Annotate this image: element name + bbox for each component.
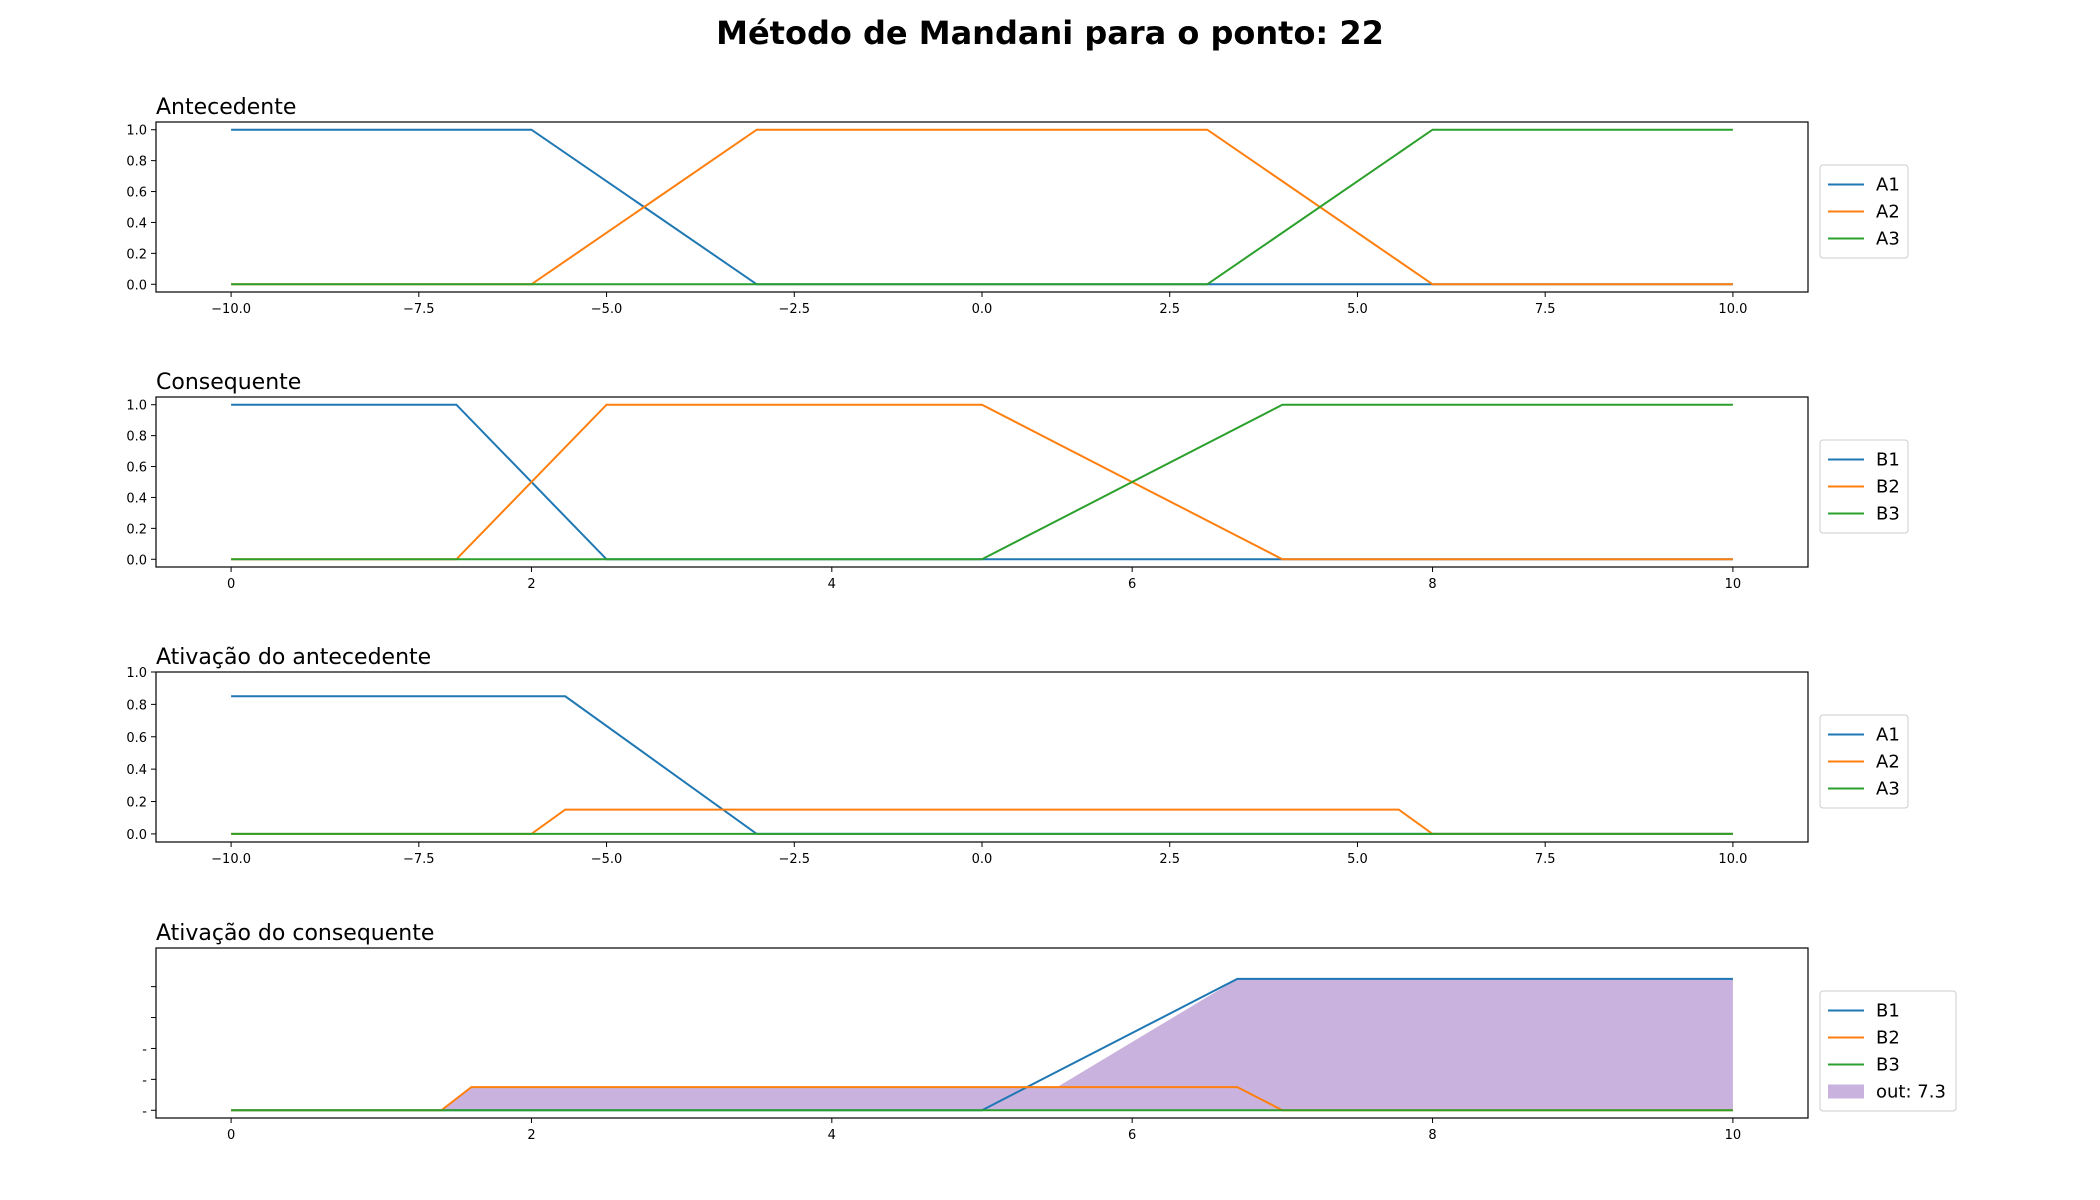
legend-box <box>1819 990 1957 1112</box>
legend-label: A2 <box>1876 202 1900 223</box>
y-tick-label: 1.0 <box>126 124 147 139</box>
legend-label: B2 <box>1876 1028 1900 1049</box>
y-tick-label: 1.0 <box>126 666 147 681</box>
legend-label: A3 <box>1876 779 1900 800</box>
y-tick-label: 0.2 <box>126 247 147 262</box>
figure-title: Método de Mandani para o ponto: 22 <box>716 14 1384 52</box>
x-tick-label: 10 <box>1725 577 1742 592</box>
y-tick-label: 0.6 <box>126 186 147 201</box>
x-tick-label: 2 <box>527 577 535 592</box>
legend: A1 A2 A3 <box>1819 714 1909 809</box>
y-tick-label: 0.8 <box>126 430 147 445</box>
axes-frame <box>155 947 1809 1119</box>
y-tick-label: 0.0 <box>126 278 147 293</box>
y-tick-label: 0.4 <box>126 763 147 778</box>
x-tick-label: 7.5 <box>1535 852 1556 867</box>
y-tick-label: 0.2 <box>126 796 147 811</box>
x-tick-label: 0 <box>227 1128 235 1143</box>
legend-swatch-output <box>1828 1084 1864 1099</box>
x-tick-label: −5.0 <box>591 852 623 867</box>
legend-label: B1 <box>1876 450 1900 471</box>
y-tick-label: 0.0 <box>126 553 147 568</box>
axes-frame <box>155 671 1809 843</box>
panel-1: Antecedente −10.0 −7.5 −5.0 −2.5 0.0 2.5 5.0 7.5… <box>126 95 1909 317</box>
legend-label: out: 7.3 <box>1876 1082 1946 1103</box>
legend-label: B1 <box>1876 1001 1900 1022</box>
legend: A1 A2 A3 <box>1819 164 1909 259</box>
x-tick-label: 7.5 <box>1535 302 1556 317</box>
y-tick-label: - <box>142 1042 147 1057</box>
panel-3: Ativação do antecedente −10.0 −7.5 −5.0 −2.5… <box>126 645 1909 867</box>
x-tick-label: 8 <box>1428 577 1436 592</box>
series-line-a1 <box>231 128 1733 286</box>
x-tick-label: −7.5 <box>403 302 435 317</box>
output-fill-area <box>231 978 1733 1111</box>
y-tick-label: 0.4 <box>126 216 147 231</box>
x-tick-label: 10.0 <box>1718 302 1747 317</box>
x-tick-label: 0.0 <box>972 852 993 867</box>
y-tick-label: - <box>142 1073 147 1088</box>
legend-label: A3 <box>1876 229 1900 250</box>
axes-frame <box>155 396 1809 568</box>
series-line-b3 <box>231 403 1733 561</box>
x-tick-label: −2.5 <box>778 302 810 317</box>
x-tick-label: 2.5 <box>1159 852 1180 867</box>
x-tick-label: 2.5 <box>1159 302 1180 317</box>
x-tick-label: 10.0 <box>1718 852 1747 867</box>
x-tick-label: 6 <box>1128 577 1136 592</box>
y-tick-label: 0.0 <box>126 828 147 843</box>
legend-label: B3 <box>1876 1055 1900 1076</box>
panel-title: Antecedente <box>156 95 296 120</box>
panel-2: Consequente 0 2 4 6 8 10 0.0 0.2 0.4 0.6 0.8 1.0 B1 B2… <box>126 370 1909 592</box>
y-tick-label: 0.2 <box>126 522 147 537</box>
x-tick-label: 8 <box>1428 1128 1436 1143</box>
x-tick-label: 5.0 <box>1347 852 1368 867</box>
y-tick-label: 1.0 <box>126 399 147 414</box>
series-line-a2 <box>231 128 1733 286</box>
x-tick-label: 5.0 <box>1347 302 1368 317</box>
legend: B1 B2 B3 <box>1819 439 1909 534</box>
panel-title: Ativação do antecedente <box>156 645 431 670</box>
legend-label: B3 <box>1876 504 1900 525</box>
y-tick-label: 0.4 <box>126 491 147 506</box>
panel-title: Consequente <box>156 370 301 395</box>
y-tick-label: 0.8 <box>126 155 147 170</box>
series-line-a3 <box>231 128 1733 286</box>
x-tick-label: 10 <box>1725 1128 1742 1143</box>
legend-label: A1 <box>1876 725 1900 746</box>
panel-title: Ativação do consequente <box>156 921 434 946</box>
x-tick-label: −5.0 <box>591 302 623 317</box>
x-tick-label: 6 <box>1128 1128 1136 1143</box>
legend: B1 B2 B3 out: 7.3 <box>1819 990 1957 1112</box>
panel-4: Ativação do consequente 0 2 4 6 8 10 - - - B1 B2 B3 o… <box>142 921 1957 1143</box>
series-line-b1 <box>231 403 1733 561</box>
axes-frame <box>155 121 1809 293</box>
y-tick-label: 0.6 <box>126 461 147 476</box>
legend-label: B2 <box>1876 477 1900 498</box>
x-tick-label: 0 <box>227 577 235 592</box>
series-line-a1 <box>231 695 1733 835</box>
y-tick-label: 0.8 <box>126 698 147 713</box>
y-tick-label: 0.6 <box>126 731 147 746</box>
x-tick-label: −2.5 <box>778 852 810 867</box>
y-tick-label: - <box>142 1104 147 1119</box>
legend-label: A2 <box>1876 752 1900 773</box>
legend-label: A1 <box>1876 175 1900 196</box>
x-tick-label: −10.0 <box>211 852 251 867</box>
series-line-a2 <box>231 808 1733 835</box>
x-tick-label: 0.0 <box>972 302 993 317</box>
x-tick-label: 4 <box>828 1128 836 1143</box>
x-tick-label: −7.5 <box>403 852 435 867</box>
x-tick-label: −10.0 <box>211 302 251 317</box>
series-line-b2 <box>231 403 1733 561</box>
x-tick-label: 4 <box>828 577 836 592</box>
x-tick-label: 2 <box>527 1128 535 1143</box>
